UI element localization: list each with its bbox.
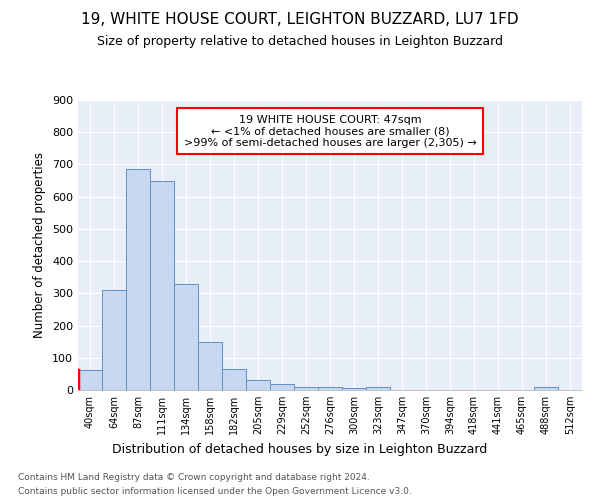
Bar <box>294 387 318 390</box>
Text: Distribution of detached houses by size in Leighton Buzzard: Distribution of detached houses by size … <box>112 442 488 456</box>
Bar <box>150 180 174 390</box>
Bar <box>78 370 102 390</box>
Bar <box>222 369 246 390</box>
Y-axis label: Number of detached properties: Number of detached properties <box>34 152 46 338</box>
Bar <box>270 384 294 390</box>
Bar <box>342 388 366 390</box>
Text: 19, WHITE HOUSE COURT, LEIGHTON BUZZARD, LU7 1FD: 19, WHITE HOUSE COURT, LEIGHTON BUZZARD,… <box>81 12 519 28</box>
Text: Contains public sector information licensed under the Open Government Licence v3: Contains public sector information licen… <box>18 488 412 496</box>
Bar <box>174 284 198 390</box>
Bar <box>198 342 222 390</box>
Bar <box>534 388 558 390</box>
Bar <box>366 388 390 390</box>
Bar <box>102 290 126 390</box>
Text: Contains HM Land Registry data © Crown copyright and database right 2024.: Contains HM Land Registry data © Crown c… <box>18 472 370 482</box>
Bar <box>318 388 342 390</box>
Bar <box>246 380 270 390</box>
Text: 19 WHITE HOUSE COURT: 47sqm
← <1% of detached houses are smaller (8)
>99% of sem: 19 WHITE HOUSE COURT: 47sqm ← <1% of det… <box>184 114 476 148</box>
Text: Size of property relative to detached houses in Leighton Buzzard: Size of property relative to detached ho… <box>97 34 503 48</box>
Bar <box>126 170 150 390</box>
